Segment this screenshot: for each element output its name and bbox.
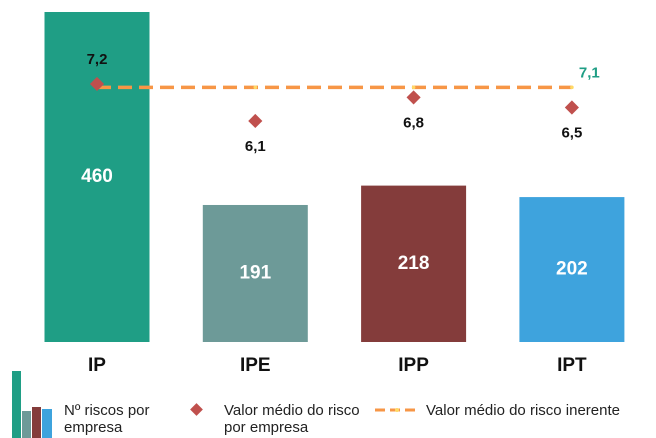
bar bbox=[202, 204, 308, 342]
diamond-label: 6,5 bbox=[561, 124, 582, 141]
line-point bbox=[411, 85, 416, 90]
line-point bbox=[570, 85, 574, 90]
legend-diamond bbox=[190, 403, 203, 416]
legend-label: Valor médio do risco inerente bbox=[426, 402, 620, 419]
bar-label: 202 bbox=[556, 259, 588, 280]
diamond-label: 7,2 bbox=[87, 51, 108, 68]
diamond-label: 6,1 bbox=[245, 138, 266, 155]
legend-label: Valor médio do risco por empresa bbox=[224, 402, 360, 436]
legend-label: Nº riscos por empresa bbox=[64, 402, 150, 436]
bar bbox=[361, 185, 467, 342]
bar bbox=[44, 12, 150, 342]
line-point bbox=[253, 85, 258, 90]
legend-line-dot bbox=[395, 408, 399, 412]
diamond bbox=[248, 113, 263, 129]
legend-bar-icon bbox=[12, 371, 52, 438]
diamond bbox=[406, 90, 421, 105]
x-tick-label: IPE bbox=[240, 355, 271, 376]
bar-label: 191 bbox=[239, 263, 271, 284]
x-tick-label: IPT bbox=[557, 355, 587, 376]
diamond bbox=[564, 100, 579, 115]
x-tick-label: IP bbox=[88, 355, 106, 376]
diamond-label: 6,8 bbox=[403, 114, 424, 131]
x-tick-label: IPP bbox=[398, 355, 429, 376]
bar-label: 460 bbox=[81, 166, 113, 187]
line-label: 7,1 bbox=[579, 64, 600, 81]
bar bbox=[519, 197, 625, 342]
bar-label: 218 bbox=[398, 253, 430, 274]
